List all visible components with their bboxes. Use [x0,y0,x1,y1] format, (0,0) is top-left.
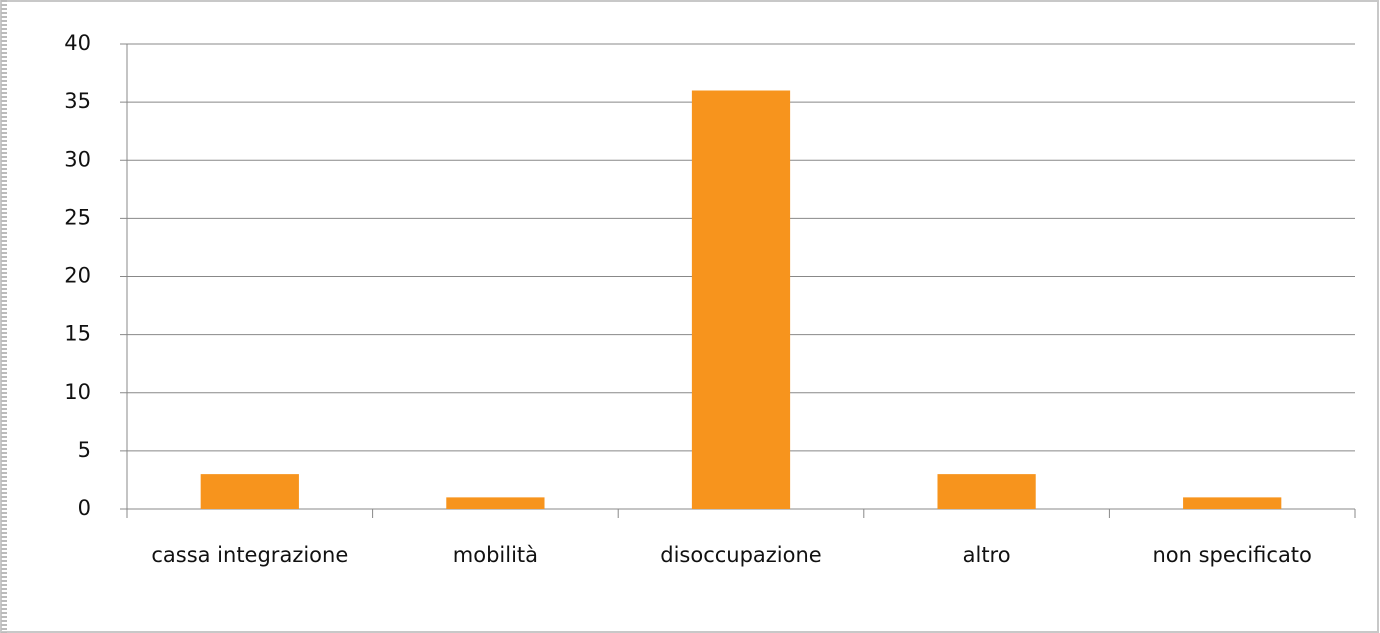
x-tick-label: cassa integrazione [151,543,349,567]
y-tick-label: 40 [64,31,91,55]
y-tick-label: 30 [64,147,91,171]
x-tick-label: disoccupazione [660,543,822,567]
y-tick-label: 0 [78,496,91,520]
bar [937,474,1036,509]
bar [1183,497,1282,509]
x-tick-label: non specificato [1152,543,1312,567]
bar [691,90,791,509]
y-tick-label: 10 [64,380,91,404]
y-tick-label: 25 [64,205,91,229]
y-tick-label: 5 [78,438,91,462]
bar [446,497,545,509]
bar [200,474,299,509]
y-tick-label: 35 [64,89,91,113]
y-tick-label: 15 [64,322,91,346]
x-tick-label: altro [962,543,1011,567]
y-tick-label: 20 [64,264,91,288]
x-tick-label: mobilità [452,543,539,567]
